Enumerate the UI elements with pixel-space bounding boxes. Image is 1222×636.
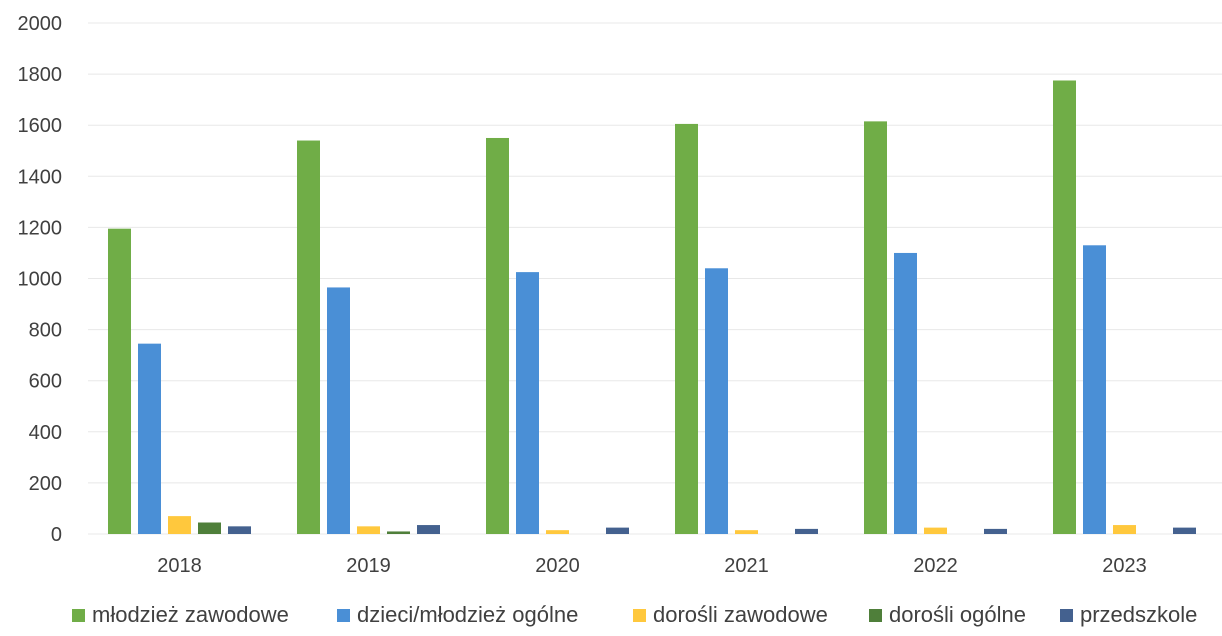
y-tick-label-400: 400	[29, 422, 62, 444]
bar-2018-series-4	[198, 522, 221, 534]
bar-2023-series-1	[1053, 80, 1076, 535]
bar-2022-series-1	[864, 121, 887, 535]
legend-swatch-2	[337, 609, 350, 622]
bar-2020-series-2	[516, 272, 539, 534]
x-category-label-2020: 2020	[535, 555, 580, 577]
bar-2019-series-3	[357, 526, 380, 534]
y-tick-label-1000: 1000	[18, 269, 63, 291]
bar-2019-series-2	[327, 287, 350, 534]
y-tick-label-600: 600	[29, 371, 62, 393]
bars	[108, 80, 1196, 535]
bar-2021-series-1	[675, 123, 698, 535]
x-category-label-2019: 2019	[346, 555, 391, 577]
x-category-label-2018: 2018	[157, 555, 202, 577]
y-tick-label-1800: 1800	[18, 64, 63, 86]
legend-swatch-4	[869, 609, 882, 622]
y-tick-label-800: 800	[29, 320, 62, 342]
bar-2022-series-2	[894, 252, 917, 534]
y-axis-ticks: 0 200 400 600 800 1000 1200 1400 1600 1800 2000	[18, 13, 63, 546]
bar-2018-series-3	[168, 516, 191, 534]
gridlines	[88, 22, 1222, 535]
y-tick-label-1600: 1600	[18, 115, 63, 137]
legend-label-3: dorośli zawodowe	[653, 602, 828, 627]
bar-2022-series-3	[924, 527, 947, 534]
x-axis-categories: 2018 2019 2020 2021 2022 2023	[157, 555, 1147, 577]
x-category-label-2023: 2023	[1102, 555, 1147, 577]
bar-2022-series-5	[984, 528, 1007, 534]
bar-2021-series-2	[705, 268, 728, 534]
legend-label-1: młodzież zawodowe	[92, 602, 289, 627]
bar-2020-series-1	[486, 137, 509, 534]
bar-2023-series-5	[1173, 527, 1196, 534]
bar-2018-series-5	[228, 526, 251, 534]
legend-swatch-3	[633, 609, 646, 622]
bar-2018-series-2	[138, 343, 161, 534]
bar-2019-series-5	[417, 525, 440, 534]
bar-2021-series-5	[795, 528, 818, 534]
bar-2023-series-3	[1113, 525, 1136, 534]
y-tick-label-1400: 1400	[18, 166, 63, 188]
y-tick-label-200: 200	[29, 473, 62, 495]
bar-2021-series-3	[735, 530, 758, 534]
bar-2019-series-4	[387, 531, 410, 534]
y-tick-label-1200: 1200	[18, 217, 63, 239]
bar-2019-series-1	[297, 140, 320, 534]
legend-label-2: dzieci/młodzież ogólne	[357, 602, 578, 627]
legend: młodzież zawodowe dzieci/młodzież ogólne d…	[72, 602, 1197, 627]
bar-2020-series-5	[606, 527, 629, 534]
bar-2023-series-2	[1083, 245, 1106, 534]
legend-swatch-5	[1060, 609, 1073, 622]
legend-swatch-1	[72, 609, 85, 622]
y-tick-label-0: 0	[51, 524, 62, 546]
y-tick-label-2000: 2000	[18, 13, 63, 35]
x-category-label-2022: 2022	[913, 555, 958, 577]
legend-label-5: przedszkole	[1080, 602, 1197, 627]
x-category-label-2021: 2021	[724, 555, 769, 577]
bar-2020-series-3	[546, 530, 569, 534]
bar-2018-series-1	[108, 228, 131, 535]
legend-label-4: dorośli ogólne	[889, 602, 1026, 627]
